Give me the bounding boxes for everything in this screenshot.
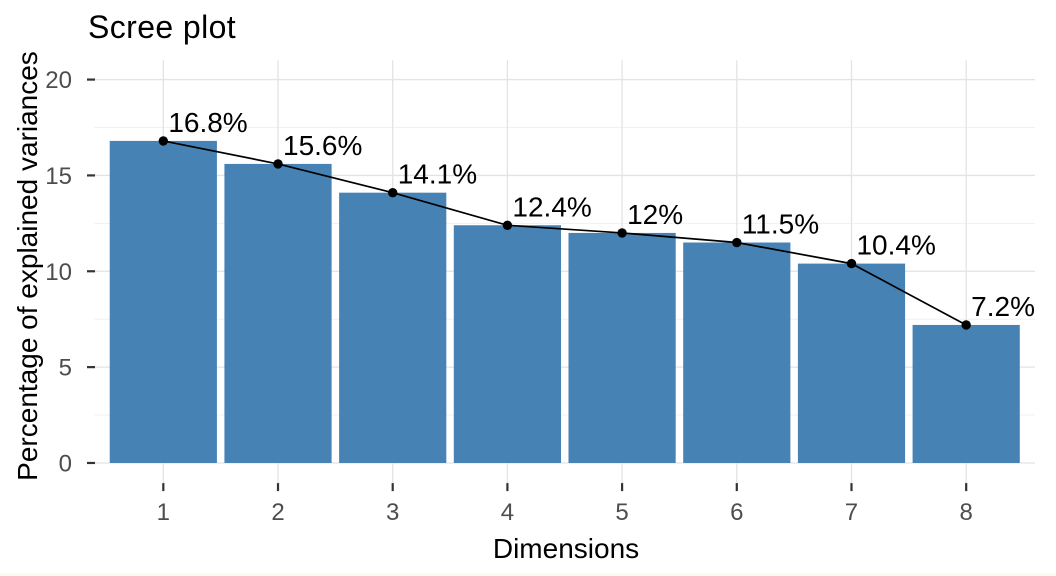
value-label-dim-5: 12% <box>627 199 683 230</box>
y-tick-label-20: 20 <box>45 67 72 94</box>
scree-point-dim-1 <box>158 136 169 146</box>
scree-line <box>163 140 967 326</box>
value-label-dim-2: 15.6% <box>283 130 362 161</box>
value-label-dim-8: 7.2% <box>971 291 1035 322</box>
scree-point-dim-2 <box>273 159 283 169</box>
bar-dim-1 <box>109 140 217 463</box>
x-tick-label-1: 1 <box>157 499 170 526</box>
y-tick-label-15: 15 <box>45 163 72 190</box>
bar-dim-8 <box>912 324 1020 463</box>
bar-dim-5 <box>568 232 676 463</box>
value-label-dim-3: 14.1% <box>398 159 477 190</box>
value-label-dim-4: 12.4% <box>512 191 591 222</box>
x-axis-title: Dimensions <box>492 533 640 564</box>
x-tick-label-6: 6 <box>730 499 743 526</box>
x-tick-label-5: 5 <box>615 499 628 526</box>
y-tick-label-5: 5 <box>59 355 72 382</box>
x-tick-label-3: 3 <box>386 499 399 526</box>
bar-dim-3 <box>339 192 447 463</box>
plot-title: Scree plot <box>88 9 237 45</box>
bar-dim-6 <box>683 242 791 463</box>
value-label-dim-1: 16.8% <box>168 107 247 138</box>
value-label-dim-7: 10.4% <box>856 230 935 261</box>
scree-point-dim-8 <box>961 320 971 330</box>
scree-point-dim-4 <box>502 220 513 230</box>
y-tick-label-0: 0 <box>59 450 72 477</box>
scree-point-dim-5 <box>617 228 627 238</box>
bottom-edge-artifact <box>0 573 1056 576</box>
x-tick-label-7: 7 <box>845 499 858 526</box>
scree-point-dim-3 <box>388 187 398 198</box>
value-label-dim-6: 11.5% <box>742 209 819 240</box>
x-tick-label-8: 8 <box>960 499 973 526</box>
y-tick-label-10: 10 <box>45 259 72 286</box>
scree-point-dim-7 <box>846 258 857 269</box>
bar-dim-7 <box>797 263 906 463</box>
scree-point-dim-6 <box>732 237 742 248</box>
y-axis-title: Percentage of explained variances <box>12 51 43 481</box>
bar-dim-2 <box>224 163 332 463</box>
x-tick-label-4: 4 <box>501 499 514 526</box>
x-tick-label-2: 2 <box>271 499 284 526</box>
bar-dim-4 <box>453 225 561 463</box>
